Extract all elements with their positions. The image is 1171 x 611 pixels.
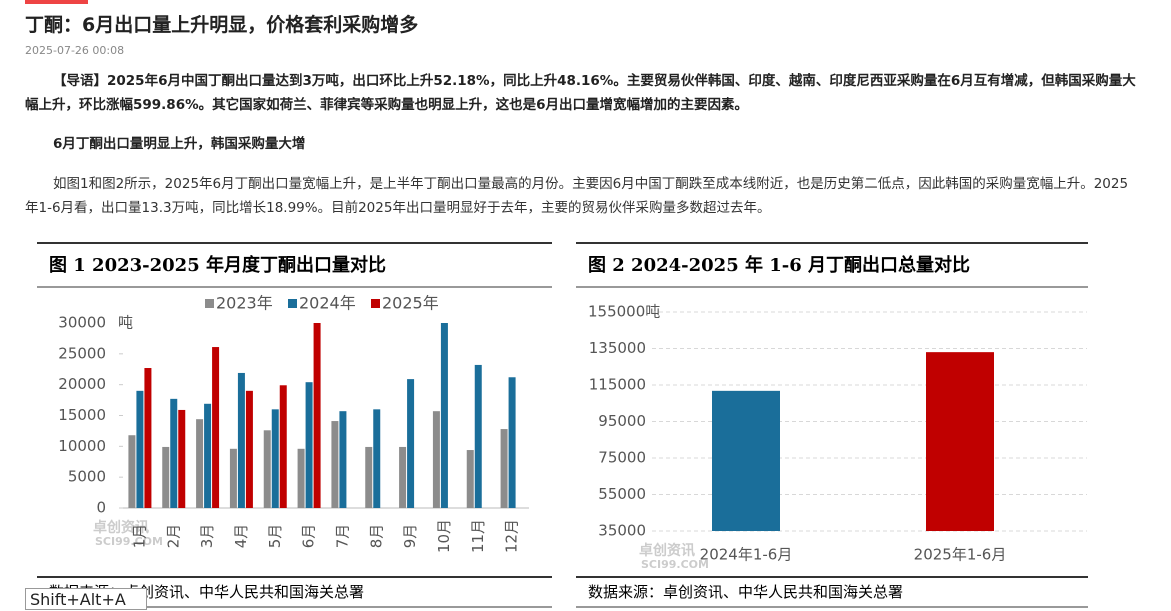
x-tick-label: 8月: [367, 524, 385, 549]
legend-swatch: [288, 299, 297, 308]
bar: [440, 323, 448, 508]
x-tick-label: 10月: [435, 519, 453, 553]
bar: [297, 448, 305, 508]
y-tick-label: 95000: [598, 412, 646, 430]
bar: [204, 403, 212, 508]
legend-swatch: [371, 299, 380, 308]
watermark: SCI99.COM: [95, 535, 163, 548]
x-tick-label: 12月: [503, 519, 521, 553]
x-tick-label: 5月: [266, 524, 284, 549]
bar: [237, 372, 245, 508]
y-tick-label: 55000: [598, 485, 646, 503]
bar: [339, 411, 347, 508]
bar: [196, 419, 204, 508]
bar: [144, 368, 152, 508]
bar: [399, 446, 407, 508]
chart-title: 图 2 2024-2025 年 1-6 月丁酮出口总量对比: [588, 254, 970, 276]
y-tick-label: 30000: [58, 314, 106, 332]
y-tick-label: 135000: [589, 339, 646, 357]
legend-label: 2025年: [382, 294, 439, 313]
y-tick-label: 5000: [68, 468, 106, 486]
x-tick-label: 9月: [401, 524, 419, 549]
bar: [508, 377, 516, 508]
bar: [432, 411, 440, 508]
bar: [170, 398, 178, 508]
x-tick-label: 6月: [300, 524, 318, 549]
x-tick-label: 2月: [164, 524, 182, 549]
legend-label: 2024年: [299, 294, 356, 313]
legend-label: 2023年: [216, 294, 273, 313]
bar: [373, 409, 381, 508]
bar: [474, 364, 482, 508]
x-tick-label: 2024年1-6月: [700, 546, 793, 564]
bar: [245, 390, 253, 508]
subheading: 6月丁酮出口量明显上升，韩国采购量大增: [53, 136, 306, 152]
bar: [279, 385, 287, 508]
bar: [263, 430, 271, 508]
bar: [466, 450, 474, 508]
paragraph: 如图1和图2所示，2025年6月丁酮出口量宽幅上升，是上半年丁酮出口量最高的月份…: [25, 176, 1129, 216]
y-tick-label: 20000: [58, 375, 106, 393]
bar: [229, 448, 237, 508]
bar: [712, 390, 780, 531]
legend-swatch: [205, 299, 214, 308]
bar: [500, 429, 508, 508]
y-tick-label: 0: [96, 499, 106, 517]
lead-paragraph: 【导语】2025年6月中国丁酮出口量达到3万吨，出口环比上升52.18%，同比上…: [25, 73, 1136, 113]
chart-source: 数据来源：卓创资讯、中华人民共和国海关总署: [588, 583, 903, 601]
y-tick-label: 75000: [598, 449, 646, 467]
bar: [313, 323, 321, 508]
y-tick-label: 15000: [58, 406, 106, 424]
y-tick-label: 10000: [58, 437, 106, 455]
x-tick-label: 3月: [198, 524, 216, 549]
watermark: SCI99.COM: [641, 558, 709, 571]
y-tick-label: 25000: [58, 344, 106, 362]
bar: [365, 446, 373, 508]
bar: [331, 421, 339, 508]
watermark: 卓创资讯: [639, 542, 695, 559]
y-tick-label: 115000: [589, 376, 646, 394]
x-tick-label: 1月: [130, 524, 148, 549]
bar: [178, 409, 186, 508]
tab-accent: [25, 0, 88, 4]
watermark: 卓创资讯: [93, 519, 149, 536]
bar: [271, 409, 279, 508]
x-tick-label: 11月: [469, 519, 487, 553]
shortcut-overlay: Shift+Alt+A: [25, 588, 147, 610]
bar: [128, 435, 136, 508]
article-date: 2025-07-26 00:08: [25, 44, 125, 57]
x-tick-label: 7月: [333, 524, 351, 549]
article-title: 丁酮：6月出口量上升明显，价格套利采购增多: [25, 14, 419, 36]
x-tick-label: 2025年1-6月: [914, 546, 1007, 564]
y-tick-label: 155000吨: [588, 303, 660, 321]
y-tick-label: 35000: [598, 522, 646, 540]
y-unit: 吨: [118, 314, 133, 332]
bar: [305, 382, 313, 508]
bar: [212, 347, 220, 508]
bar: [136, 390, 144, 508]
x-tick-label: 4月: [232, 524, 250, 549]
bar: [407, 379, 415, 508]
chart-title: 图 1 2023-2025 年月度丁酮出口量对比: [49, 254, 386, 276]
bar: [162, 446, 170, 508]
bar: [926, 352, 994, 531]
